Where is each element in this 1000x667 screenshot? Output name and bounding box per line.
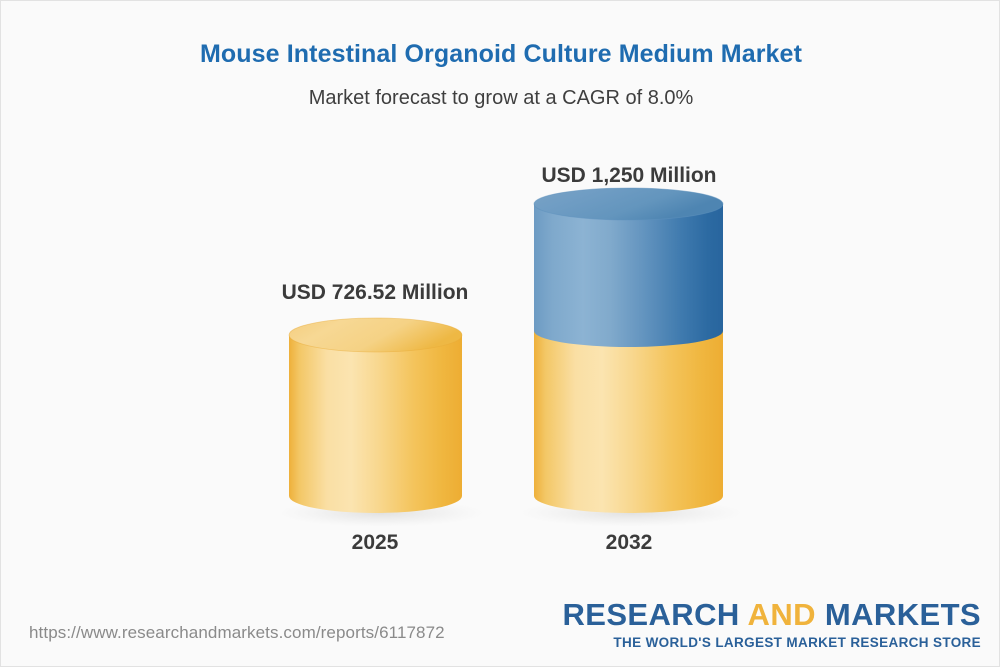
page-title: Mouse Intestinal Organoid Culture Medium… xyxy=(200,40,802,68)
cylinder-2025 xyxy=(288,317,463,513)
logo-word-markets: MARKETS xyxy=(824,596,981,632)
logo-word-research: RESEARCH xyxy=(562,596,740,632)
research-and-markets-logo[interactable]: RESEARCH AND MARKETS THE WORLD'S LARGEST… xyxy=(562,599,981,650)
cylinder-2032 xyxy=(533,187,724,513)
chart-header: Mouse Intestinal Organoid Culture Medium… xyxy=(1,1,999,109)
source-url-link[interactable]: https://www.researchandmarkets.com/repor… xyxy=(29,623,445,642)
chart-subtitle: Market forecast to grow at a CAGR of 8.0… xyxy=(308,86,694,109)
logo-wordmark: RESEARCH AND MARKETS xyxy=(562,599,981,630)
value-label-2032: USD 1,250 Million xyxy=(541,164,717,187)
value-label-2025: USD 726.52 Million xyxy=(281,281,469,304)
logo-tagline: THE WORLD'S LARGEST MARKET RESEARCH STOR… xyxy=(613,634,981,650)
logo-word-and: AND xyxy=(747,596,816,632)
category-label-2032: 2032 xyxy=(605,531,653,554)
chart-plot-area: USD 726.52 Million USD 1,250 Million 202… xyxy=(1,141,999,571)
cylinder-chart-graphic xyxy=(277,187,744,527)
chart-footer: https://www.researchandmarkets.com/repor… xyxy=(1,576,999,666)
category-label-2025: 2025 xyxy=(351,531,399,554)
